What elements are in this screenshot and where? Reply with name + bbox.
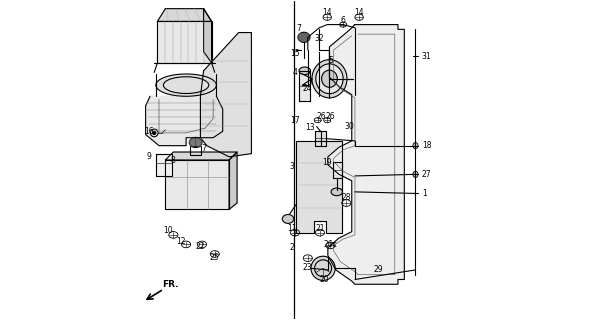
Ellipse shape [413, 142, 418, 149]
Text: 26: 26 [326, 113, 335, 122]
Text: 11: 11 [287, 224, 297, 233]
Text: 15: 15 [290, 49, 300, 58]
Ellipse shape [312, 60, 347, 98]
Polygon shape [315, 131, 326, 146]
Text: 3: 3 [289, 162, 294, 171]
Ellipse shape [298, 32, 310, 43]
Ellipse shape [413, 171, 418, 178]
Text: 14: 14 [354, 8, 364, 17]
Polygon shape [328, 25, 404, 284]
Text: 30: 30 [345, 122, 355, 131]
Text: 10: 10 [163, 226, 172, 235]
Polygon shape [146, 96, 223, 146]
Text: 4: 4 [292, 68, 298, 77]
Polygon shape [201, 33, 252, 157]
Text: 26: 26 [316, 113, 326, 122]
Text: 25: 25 [210, 253, 220, 262]
Text: 6: 6 [341, 16, 346, 25]
Polygon shape [165, 152, 237, 160]
Text: 9: 9 [146, 152, 151, 161]
Text: 14: 14 [323, 8, 332, 17]
Ellipse shape [299, 67, 310, 75]
Text: 17: 17 [290, 116, 300, 125]
Text: 1: 1 [422, 189, 427, 198]
Text: 31: 31 [422, 52, 432, 61]
Ellipse shape [156, 74, 216, 96]
Text: 19: 19 [323, 158, 332, 167]
Ellipse shape [311, 256, 335, 280]
Text: 16: 16 [144, 127, 153, 136]
Text: 7: 7 [296, 24, 301, 33]
Text: 5: 5 [328, 56, 333, 65]
Ellipse shape [153, 131, 156, 134]
Text: 18: 18 [422, 141, 432, 150]
Ellipse shape [282, 214, 294, 223]
Text: 27: 27 [422, 170, 432, 179]
Text: 20: 20 [319, 275, 329, 284]
Polygon shape [156, 154, 172, 176]
Polygon shape [333, 162, 342, 178]
Text: 21: 21 [315, 224, 324, 233]
Ellipse shape [331, 188, 343, 196]
Text: 23: 23 [303, 263, 313, 272]
Polygon shape [229, 152, 237, 209]
Polygon shape [204, 9, 211, 63]
Text: 28: 28 [342, 193, 351, 202]
Text: 32: 32 [314, 35, 324, 44]
Text: 24: 24 [303, 84, 312, 93]
Text: 8: 8 [171, 156, 176, 164]
Polygon shape [157, 21, 211, 63]
Polygon shape [296, 141, 342, 233]
Text: 12: 12 [176, 237, 186, 246]
Text: FR.: FR. [162, 280, 178, 289]
Text: 7: 7 [201, 144, 206, 153]
Ellipse shape [321, 70, 337, 87]
Ellipse shape [316, 64, 343, 94]
Text: 22: 22 [196, 242, 205, 251]
Polygon shape [165, 160, 229, 209]
Text: 13: 13 [305, 123, 315, 132]
Text: 29: 29 [374, 265, 383, 275]
Polygon shape [299, 71, 310, 101]
Polygon shape [157, 9, 211, 21]
Text: 26c: 26c [324, 240, 337, 249]
Text: 2: 2 [289, 243, 294, 252]
Ellipse shape [189, 137, 202, 148]
